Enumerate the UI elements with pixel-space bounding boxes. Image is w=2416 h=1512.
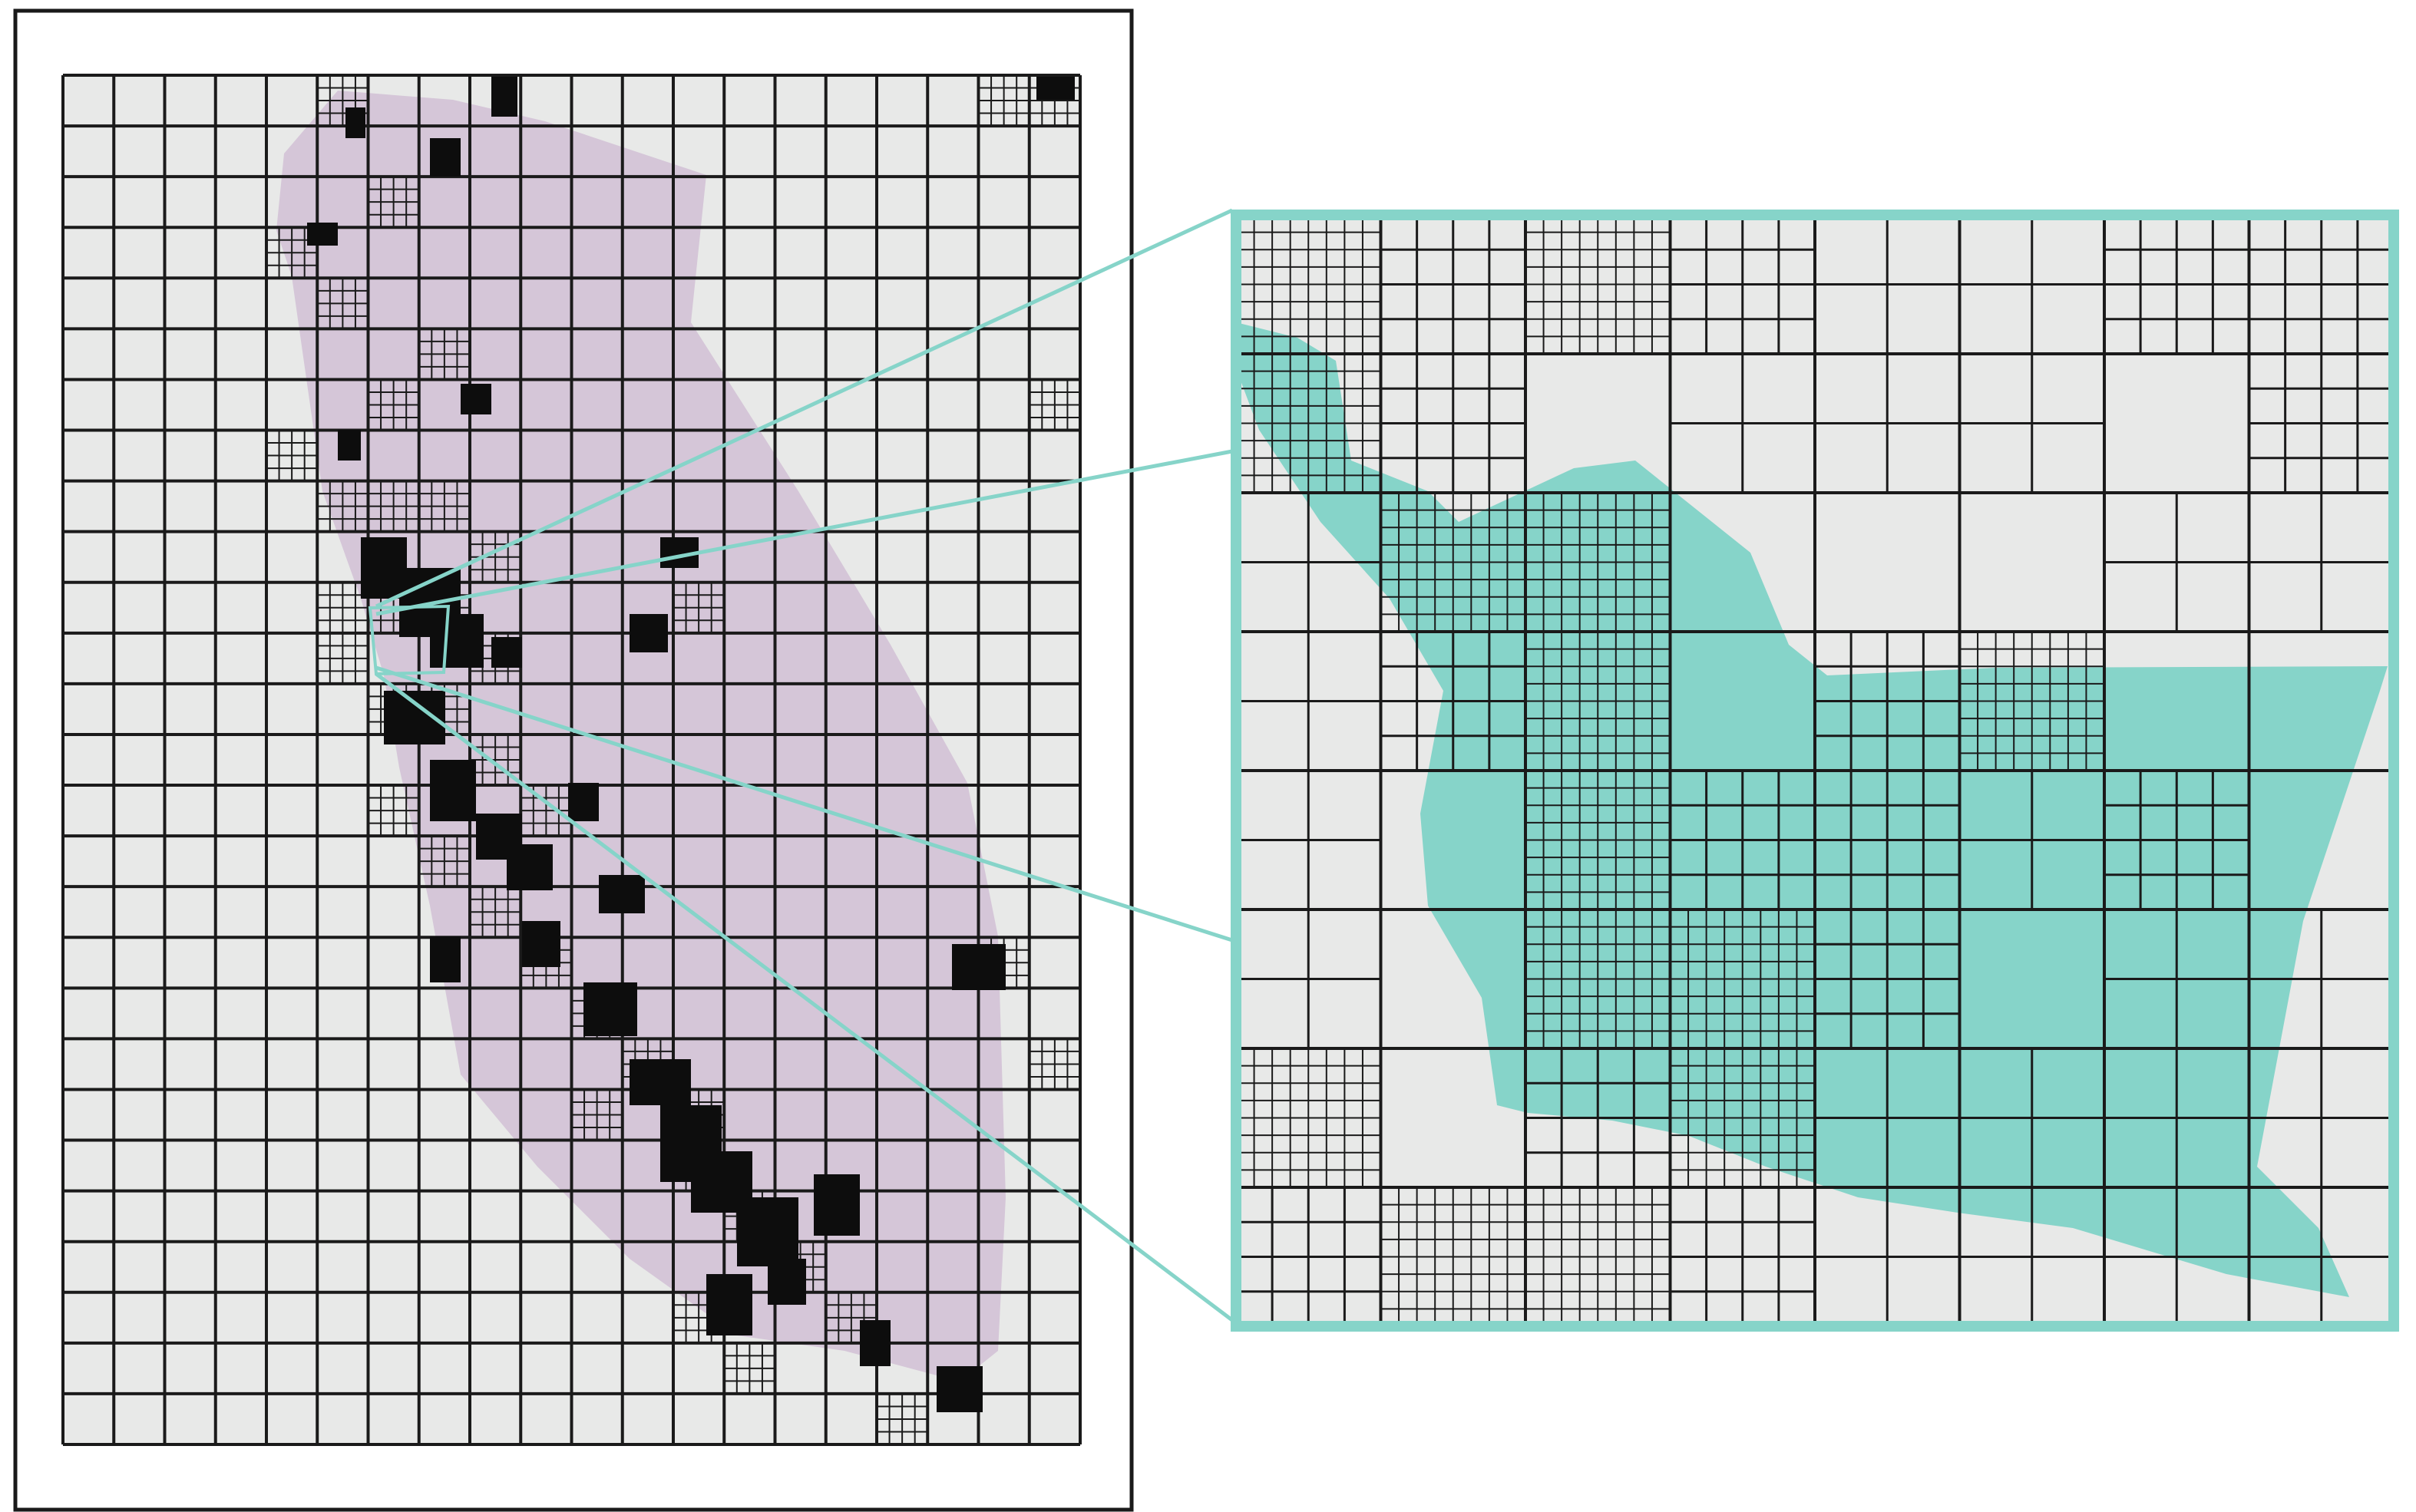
dense-cluster	[430, 760, 476, 821]
connector-line-3	[375, 665, 1233, 943]
dense-cluster	[737, 1197, 798, 1266]
connector-line-2	[375, 449, 1233, 616]
dense-cluster	[860, 1320, 891, 1366]
dense-cluster	[307, 223, 338, 246]
statewide-quadtree-map	[13, 8, 1134, 1512]
zoom-connector	[368, 208, 1234, 1322]
dense-cluster	[430, 614, 484, 668]
dense-cluster	[461, 384, 491, 414]
dense-cluster	[345, 107, 365, 138]
dense-cluster	[522, 921, 560, 967]
dense-cluster	[491, 77, 517, 117]
dense-cluster	[507, 844, 553, 890]
dense-cluster	[430, 936, 461, 982]
dense-cluster	[937, 1366, 983, 1412]
state-region-shape	[276, 91, 1006, 1382]
dense-cluster	[430, 138, 461, 177]
dense-cluster	[768, 1259, 806, 1305]
left-quadtree-grid	[61, 74, 1082, 1446]
dense-cluster	[338, 430, 361, 461]
dense-cluster	[706, 1274, 752, 1335]
dense-cluster	[599, 875, 645, 913]
dense-cluster	[583, 982, 637, 1036]
right-panel-frame	[1231, 210, 2399, 1332]
dense-cluster	[568, 783, 599, 821]
dense-cluster	[814, 1174, 860, 1236]
dense-cluster	[491, 637, 522, 668]
dense-cluster	[630, 614, 668, 652]
connector-line-4	[375, 672, 1234, 1322]
dense-cluster	[630, 1059, 691, 1105]
dense-cluster	[952, 944, 1006, 990]
zoomed-quadtree-detail	[1231, 210, 2399, 1332]
dense-cluster	[660, 1151, 706, 1182]
dense-cluster	[1036, 77, 1075, 100]
connector-line-1	[375, 208, 1234, 609]
